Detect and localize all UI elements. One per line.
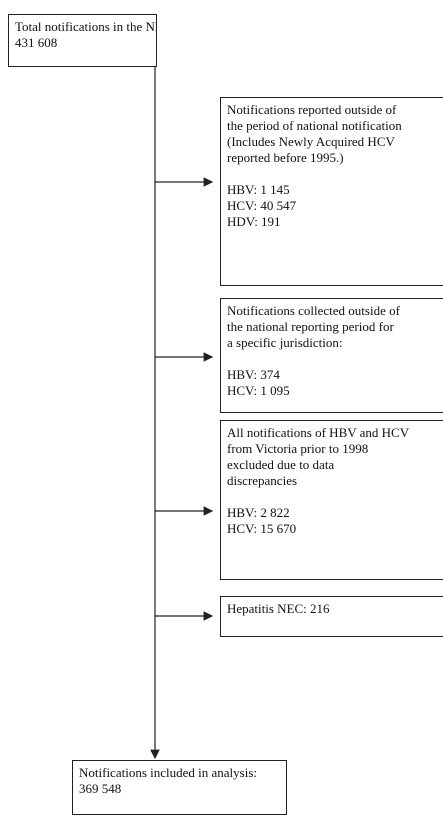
counts: HBV: 374 HCV: 1 095: [227, 367, 443, 399]
count-text: HBV: 1 145: [227, 182, 290, 197]
flow-box: Notifications included in analysis: 369 5…: [72, 760, 287, 815]
box-text: the period of national notification: [227, 118, 402, 133]
flow-box: Notifications collected outside of the na…: [220, 298, 443, 413]
box-text: from Victoria prior to 1998: [227, 441, 369, 456]
box-text: reported before 1995.): [227, 150, 344, 165]
box-text: 431 608: [15, 35, 58, 50]
box-text: the national reporting period for: [227, 319, 394, 334]
flow-box: Hepatitis NEC: 216: [220, 596, 443, 637]
box-text: Hepatitis NEC: 216: [227, 601, 330, 616]
count-text: HBV: 374: [227, 367, 280, 382]
box-text: excluded due to data: [227, 457, 335, 472]
box-text: (Includes Newly Acquired HCV: [227, 134, 395, 149]
counts: HBV: 2 822 HCV: 15 670: [227, 505, 443, 537]
box-text: a specific jurisdiction:: [227, 335, 343, 350]
box-text: Total notifications in the NNDSS dataset: [15, 19, 156, 34]
box-text: Notifications reported outside of: [227, 102, 397, 117]
counts: HBV: 1 145 HCV: 40 547 HDV: 191: [227, 182, 443, 230]
count-text: HCV: 15 670: [227, 521, 297, 536]
count-text: HCV: 1 095: [227, 383, 290, 398]
box-text: Notifications collected outside of: [227, 303, 400, 318]
flow-box: Total notifications in the NNDSS dataset…: [8, 14, 157, 67]
box-text: discrepancies: [227, 473, 298, 488]
count-text: HDV: 191: [227, 214, 281, 229]
box-text: Notifications included in analysis:: [79, 765, 257, 780]
flow-box: All notifications of HBV and HCV from Vic…: [220, 420, 443, 580]
count-text: HBV: 2 822: [227, 505, 290, 520]
box-text: All notifications of HBV and HCV: [227, 425, 410, 440]
flow-box: Notifications reported outside of the per…: [220, 97, 443, 286]
box-text: 369 548: [79, 781, 122, 796]
count-text: HCV: 40 547: [227, 198, 297, 213]
